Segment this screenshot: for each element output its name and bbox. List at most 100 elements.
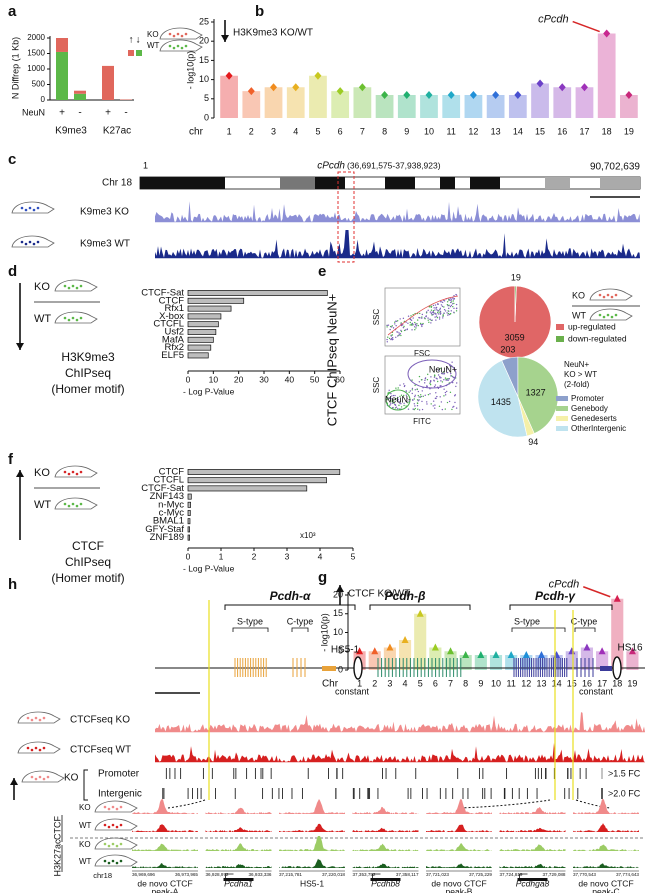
facs-dot	[448, 400, 451, 403]
region-label: de novo CTCF	[137, 878, 192, 888]
x-tick-label: 10	[209, 374, 219, 384]
tss-arrow	[372, 873, 381, 878]
peak-marker	[558, 83, 566, 92]
bar-segment	[102, 65, 114, 100]
facs-dot	[444, 408, 446, 410]
facs-dot	[424, 317, 426, 320]
x-tick-label: 14	[552, 678, 562, 688]
ideogram-band	[140, 177, 225, 189]
facs-dot	[447, 314, 449, 316]
mouse-cell	[184, 32, 188, 36]
element-label: HS5-1	[331, 645, 360, 656]
category-label: X-box	[159, 311, 184, 322]
mouse-cell	[107, 807, 111, 811]
category-label: MafA	[162, 334, 185, 345]
facs-dot	[397, 407, 399, 410]
mouse-cell	[172, 34, 176, 38]
facs-dot	[409, 324, 411, 326]
peak-marker	[580, 83, 588, 92]
zoom-signal	[573, 844, 639, 851]
mouse-cell	[176, 44, 180, 48]
facs-dot	[391, 325, 393, 327]
method-label: H3K9me3	[61, 350, 115, 364]
row-label: WT	[79, 821, 92, 830]
facs-dot	[386, 341, 388, 343]
facs-dot	[390, 395, 393, 397]
ideogram-band	[280, 177, 315, 189]
zoom-signal	[426, 843, 492, 851]
mouse-icon	[159, 27, 203, 40]
category-label: GFY-Staf	[145, 524, 184, 535]
x-tick-label: 12	[468, 126, 478, 136]
zoom-signal	[132, 824, 198, 832]
gate	[385, 389, 411, 411]
x-tick-label: 40	[285, 374, 295, 384]
mouse-cell	[42, 746, 46, 750]
y-tick-label: 15	[199, 55, 209, 65]
mouse-cell	[71, 470, 75, 474]
coordinate: 37,724,819	[500, 872, 523, 877]
type-label: C-type	[571, 616, 598, 626]
peak-marker	[431, 643, 439, 651]
facs-dot	[440, 312, 442, 314]
x-tick-label: 0	[186, 551, 191, 561]
tss-arrow	[225, 873, 234, 878]
x-tick-label: 5	[418, 678, 423, 688]
facs-dot	[434, 407, 436, 409]
facs-dot	[404, 384, 406, 387]
category-label: CTCF	[159, 295, 185, 306]
row-label: KO	[79, 803, 91, 812]
facs-dot	[416, 399, 419, 401]
facs-dot	[449, 305, 452, 308]
zoom-signal	[205, 863, 272, 868]
category-label: c-Myc	[159, 508, 185, 519]
facs-dot	[435, 313, 437, 315]
peak-marker	[381, 90, 389, 99]
coordinate: 37,770,543	[573, 872, 596, 877]
facs-dot	[443, 312, 445, 315]
facs-dot	[450, 310, 452, 312]
facs-dot	[399, 395, 401, 398]
facs-dot	[453, 298, 455, 300]
facs-dot	[405, 394, 408, 396]
facs-dot	[421, 317, 423, 319]
zoom-signal	[279, 799, 345, 814]
panel-label: f	[8, 451, 14, 468]
facs-dot	[411, 389, 413, 391]
facs-dot	[423, 382, 426, 384]
bar-segment	[56, 51, 68, 100]
x-tick-label: +	[59, 108, 65, 119]
facs-dot	[413, 398, 415, 400]
facs-dot	[426, 311, 428, 313]
facs-dot	[442, 373, 444, 375]
facs-dot	[411, 329, 413, 331]
facs-dot	[388, 397, 390, 399]
facs-dot	[437, 311, 439, 314]
facs-dot	[414, 394, 416, 397]
peak-marker	[401, 636, 409, 643]
y-tick-label: 25	[199, 16, 209, 26]
mouse-cell	[614, 313, 618, 317]
facs-dot	[395, 336, 397, 338]
mouse-icon	[159, 39, 203, 52]
x-tick-label: 4	[403, 678, 408, 688]
facs-dot	[417, 394, 419, 397]
facs-dot	[404, 329, 407, 331]
row-label: Intergenic	[98, 789, 142, 800]
pie-slice	[477, 360, 528, 438]
mouse-cell	[180, 34, 184, 38]
facs-dot	[447, 378, 449, 380]
facs-dot	[434, 404, 436, 406]
chart-title: H3K9me3 KO/WT	[233, 28, 313, 39]
facs-dot	[416, 402, 419, 404]
x-tick-label: 13	[491, 126, 501, 136]
mouse-cell	[606, 293, 610, 297]
facs-dot	[400, 406, 403, 408]
facs-dot	[441, 301, 444, 304]
facs-dot	[416, 405, 419, 407]
legend-swatch	[556, 416, 568, 421]
bracket	[232, 627, 269, 632]
facs-dot	[448, 378, 450, 380]
facs-dot	[436, 309, 438, 311]
condition-label: KO	[572, 290, 585, 300]
